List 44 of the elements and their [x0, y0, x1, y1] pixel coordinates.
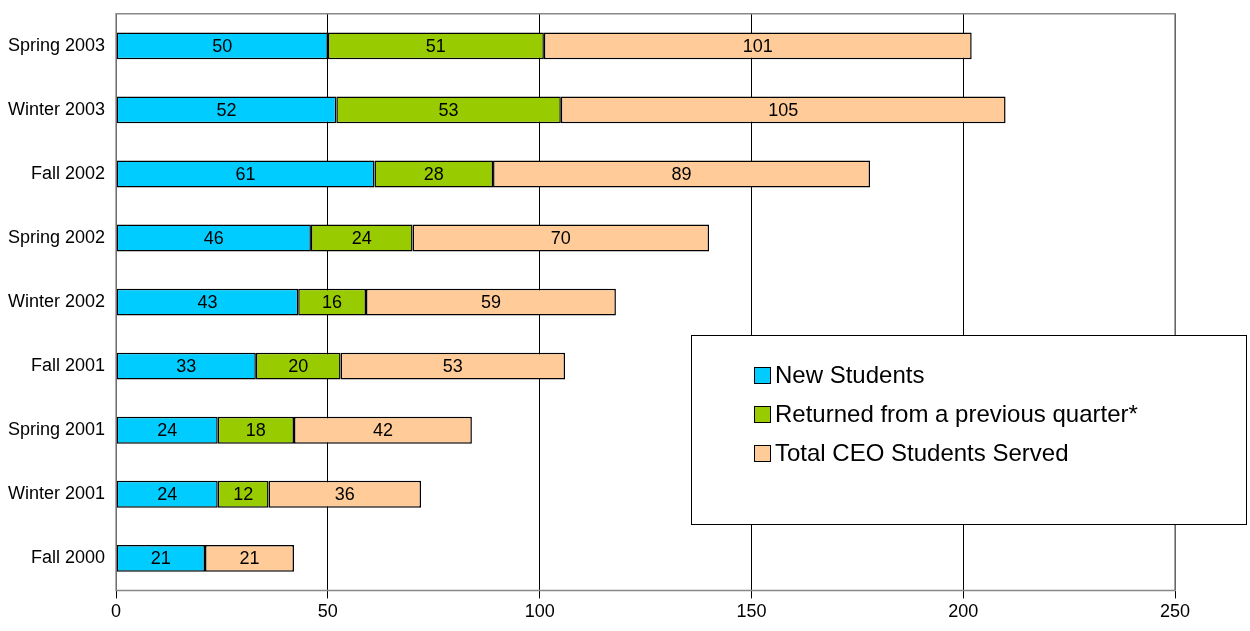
- data-label: 53: [442, 356, 463, 377]
- y-tick-label: Winter 2003: [8, 98, 106, 119]
- data-label: 70: [550, 228, 571, 248]
- y-tick-label: Fall 2002: [31, 162, 106, 183]
- y-tick-label: Winter 2002: [8, 291, 106, 312]
- legend-label: New Students: [775, 361, 925, 390]
- data-label: 89: [671, 163, 692, 184]
- y-tick-label: Spring 2001: [8, 419, 106, 440]
- data-label: 46: [203, 228, 224, 248]
- data-label: 33: [176, 356, 197, 377]
- data-label: 50: [212, 35, 233, 56]
- data-label: 20: [288, 356, 309, 377]
- data-label: 51: [425, 35, 446, 56]
- x-tick-label: 50: [317, 601, 338, 622]
- data-label: 21: [239, 548, 260, 569]
- x-tick-label: 100: [524, 601, 555, 622]
- data-label: 59: [480, 292, 501, 313]
- data-label: 12: [233, 484, 254, 505]
- data-label: 16: [322, 292, 343, 313]
- data-label: 24: [157, 484, 178, 505]
- data-label: 53: [438, 99, 459, 120]
- data-label: 24: [351, 228, 372, 248]
- y-tick-label: Fall 2001: [31, 355, 106, 376]
- data-label: 21: [150, 548, 171, 569]
- legend-label: Total CEO Students Served: [775, 439, 1069, 468]
- data-label: 28: [423, 163, 444, 184]
- data-label: 24: [157, 420, 178, 441]
- data-label: 36: [334, 484, 355, 505]
- y-tick-label: Winter 2001: [8, 483, 106, 504]
- y-tick-label: Spring 2003: [8, 34, 106, 55]
- x-tick-label: 200: [948, 601, 979, 622]
- data-label: 43: [197, 292, 218, 313]
- legend-label: Returned from a previous quarter*: [775, 400, 1138, 429]
- data-label: 101: [742, 35, 773, 56]
- data-label: 105: [768, 99, 799, 120]
- data-label: 61: [235, 163, 256, 184]
- data-label: 52: [216, 99, 237, 120]
- x-tick-label: 0: [111, 601, 122, 622]
- y-tick-label: Fall 2000: [31, 547, 106, 568]
- x-tick-label: 150: [736, 601, 767, 622]
- y-tick-label: Spring 2002: [8, 227, 106, 247]
- x-tick-label: 250: [1159, 601, 1191, 622]
- data-label: 18: [245, 420, 266, 441]
- data-label: 42: [372, 420, 393, 441]
